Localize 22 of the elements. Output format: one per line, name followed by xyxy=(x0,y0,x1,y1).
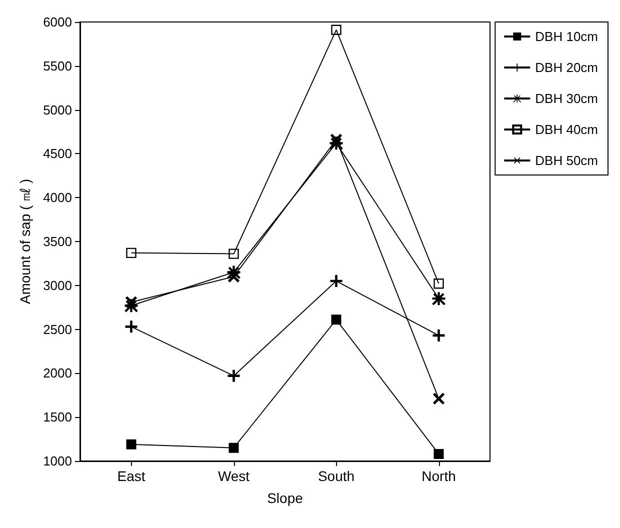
y-tick-label: 1500 xyxy=(43,410,72,425)
x-tick-label: North xyxy=(422,468,456,484)
y-tick-label: 1000 xyxy=(43,454,72,468)
x-tick-label: West xyxy=(218,468,250,484)
y-tick-label: 4500 xyxy=(43,146,72,162)
legend-label: DBH 30cm xyxy=(535,91,598,106)
legend-label: DBH 50cm xyxy=(535,153,598,168)
y-tick-label: 2000 xyxy=(43,366,72,381)
x-axis-title: Slope xyxy=(267,490,304,506)
legend-label: DBH 10cm xyxy=(535,29,598,44)
y-tick-label: 3500 xyxy=(43,234,72,249)
y-tick-label: 2500 xyxy=(43,322,72,337)
y-tick-label: 6000 xyxy=(43,14,72,30)
y-tick-label: 5500 xyxy=(43,58,72,74)
y-axis-title: Amount of sap ( ㎖ ) xyxy=(17,178,33,304)
legend-label: DBH 20cm xyxy=(535,60,598,75)
y-tick-label: 4000 xyxy=(43,190,72,206)
x-tick-label: East xyxy=(117,468,146,484)
x-tick-label: South xyxy=(318,468,355,484)
y-tick-label: 5000 xyxy=(43,102,72,118)
legend-label: DBH 40cm xyxy=(535,122,598,137)
y-tick-label: 3000 xyxy=(43,278,72,293)
